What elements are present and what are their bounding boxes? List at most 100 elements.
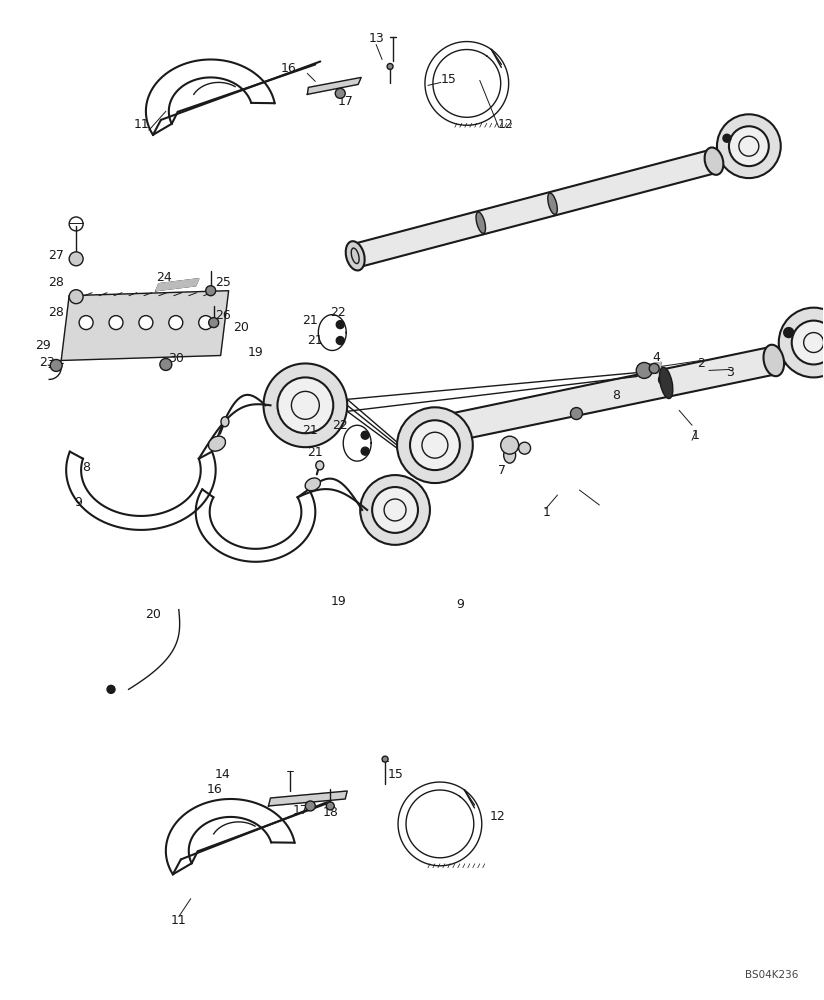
- Text: 4: 4: [653, 351, 660, 364]
- Text: 12: 12: [498, 118, 513, 131]
- Circle shape: [382, 756, 388, 762]
- Circle shape: [50, 359, 62, 371]
- Text: 15: 15: [441, 73, 456, 86]
- Circle shape: [570, 408, 583, 420]
- Circle shape: [69, 290, 83, 304]
- Text: 11: 11: [171, 914, 187, 927]
- Circle shape: [501, 436, 518, 454]
- Ellipse shape: [764, 345, 784, 376]
- Text: 21: 21: [307, 446, 323, 459]
- Polygon shape: [352, 150, 717, 267]
- Text: 9: 9: [74, 496, 82, 509]
- Text: 29: 29: [35, 339, 51, 352]
- Circle shape: [361, 431, 369, 439]
- Text: 13: 13: [368, 32, 384, 45]
- Text: 11: 11: [134, 118, 150, 131]
- Text: 17: 17: [293, 804, 308, 817]
- Polygon shape: [61, 291, 228, 360]
- Circle shape: [372, 487, 418, 533]
- Ellipse shape: [221, 417, 229, 427]
- Text: 5: 5: [636, 364, 644, 377]
- Circle shape: [206, 286, 216, 296]
- Polygon shape: [639, 362, 661, 375]
- Circle shape: [397, 407, 473, 483]
- Text: 18: 18: [322, 806, 338, 819]
- Ellipse shape: [705, 147, 723, 175]
- Polygon shape: [156, 279, 199, 291]
- Text: 22: 22: [330, 306, 346, 319]
- Text: 24: 24: [156, 271, 171, 284]
- Text: 2: 2: [697, 357, 705, 370]
- Ellipse shape: [476, 212, 485, 233]
- Circle shape: [335, 88, 345, 98]
- Text: 21: 21: [307, 334, 323, 347]
- Circle shape: [717, 114, 781, 178]
- Text: 7: 7: [498, 464, 506, 477]
- Text: 1: 1: [543, 506, 550, 519]
- Circle shape: [208, 318, 218, 328]
- Text: 21: 21: [302, 314, 318, 327]
- Text: 30: 30: [168, 352, 184, 365]
- Circle shape: [518, 442, 531, 454]
- Ellipse shape: [503, 447, 516, 463]
- Text: 20: 20: [145, 608, 161, 621]
- Text: 1: 1: [692, 429, 700, 442]
- Circle shape: [139, 316, 153, 330]
- Polygon shape: [307, 77, 361, 94]
- Text: 15: 15: [388, 768, 404, 781]
- Ellipse shape: [305, 478, 321, 491]
- Text: 12: 12: [489, 810, 506, 823]
- Circle shape: [326, 802, 335, 810]
- Text: 20: 20: [232, 321, 249, 334]
- Text: 17: 17: [337, 95, 353, 108]
- Ellipse shape: [316, 461, 324, 470]
- Text: 16: 16: [280, 62, 297, 75]
- Text: 21: 21: [302, 424, 318, 437]
- Ellipse shape: [346, 241, 365, 270]
- Text: 28: 28: [49, 306, 64, 319]
- Circle shape: [160, 358, 172, 370]
- Circle shape: [107, 685, 115, 693]
- Text: 22: 22: [332, 419, 348, 432]
- Circle shape: [69, 252, 83, 266]
- Text: 27: 27: [49, 249, 64, 262]
- Text: 8: 8: [82, 461, 90, 474]
- Circle shape: [784, 328, 794, 338]
- Circle shape: [723, 134, 731, 142]
- Circle shape: [387, 63, 393, 69]
- Circle shape: [792, 321, 824, 364]
- Text: 8: 8: [612, 389, 620, 402]
- Ellipse shape: [208, 436, 226, 451]
- Ellipse shape: [351, 248, 359, 264]
- Text: 19: 19: [330, 595, 346, 608]
- Circle shape: [636, 362, 652, 378]
- Ellipse shape: [659, 367, 673, 399]
- Ellipse shape: [348, 243, 363, 268]
- Text: 14: 14: [215, 768, 231, 781]
- Polygon shape: [412, 347, 777, 449]
- Circle shape: [649, 363, 659, 373]
- Text: BS04K236: BS04K236: [746, 970, 798, 980]
- Circle shape: [306, 801, 316, 811]
- Circle shape: [336, 321, 344, 329]
- Circle shape: [264, 363, 347, 447]
- Circle shape: [779, 308, 824, 377]
- Circle shape: [729, 126, 769, 166]
- Text: 3: 3: [726, 366, 734, 379]
- Circle shape: [278, 377, 333, 433]
- Ellipse shape: [548, 193, 557, 214]
- Circle shape: [361, 447, 369, 455]
- Text: 23: 23: [40, 356, 55, 369]
- Text: 9: 9: [456, 598, 464, 611]
- Text: 28: 28: [49, 276, 64, 289]
- Text: 16: 16: [207, 783, 222, 796]
- Text: 6: 6: [656, 374, 664, 387]
- Circle shape: [79, 316, 93, 330]
- Circle shape: [410, 420, 460, 470]
- Circle shape: [336, 337, 344, 345]
- Text: 19: 19: [248, 346, 264, 359]
- Polygon shape: [269, 791, 347, 806]
- Circle shape: [360, 475, 430, 545]
- Circle shape: [199, 316, 213, 330]
- Circle shape: [109, 316, 123, 330]
